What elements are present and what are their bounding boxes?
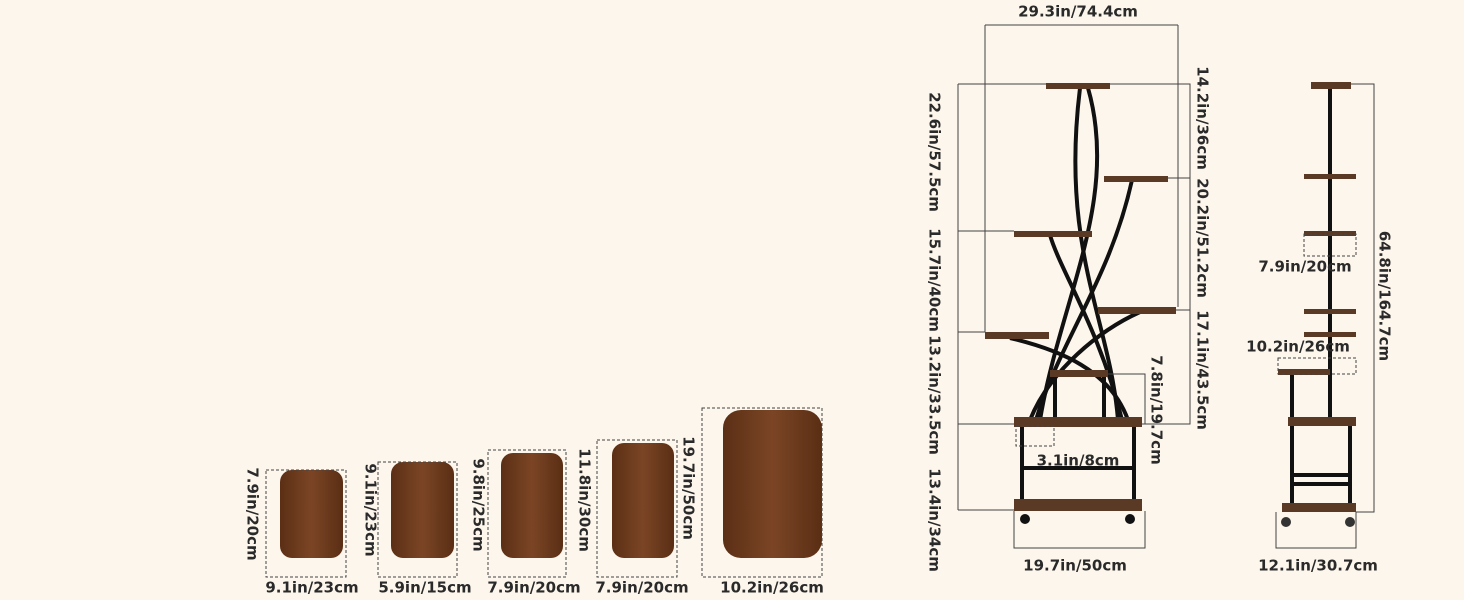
outline [391,462,454,558]
dimension-label: 22.6in/57.5cm [926,92,944,212]
outline [377,461,458,578]
shelf [1014,499,1142,511]
side-stand [1275,82,1375,549]
dimension-label: 19.7in/50cm [1023,557,1127,575]
wheel [1125,514,1135,524]
board-width: 5.9in/15cm [378,579,471,597]
dimension-label: 13.4in/34cm [926,468,944,572]
boards [265,407,823,578]
shelf [1014,417,1142,427]
outline [984,24,1179,332]
outline [1277,357,1357,375]
board-width: 7.9in/20cm [487,579,580,597]
outline [1048,234,1124,421]
outline [1020,426,1136,505]
outline [501,453,563,558]
dimension-label: 10.2in/26cm [1246,338,1350,356]
shelf [1014,231,1092,237]
shelf [1046,83,1110,89]
outline [1013,511,1146,549]
dimension-label: 13.2in/33.5cm [926,335,944,455]
wheel [1020,514,1030,524]
outline [487,449,567,578]
outline [1275,512,1357,549]
shelf [1304,332,1356,337]
outline [596,439,678,578]
dimension-label: 20.2in/51.2cm [1194,178,1212,298]
dimension-label: 17.1in/43.5cm [1194,310,1212,430]
dimension-label: 12.1in/30.7cm [1258,557,1378,575]
board-height: 9.1in/23cm [362,463,380,556]
wheel [1345,517,1355,527]
dimension-label: 3.1in/8cm [1037,452,1120,470]
dimension-label: 7.8in/19.7cm [1148,355,1166,464]
board-height: 7.9in/20cm [244,467,262,560]
outline [1009,336,1130,421]
outline [612,443,674,558]
wheel [1281,517,1291,527]
board-width: 9.1in/23cm [265,579,358,597]
shelf [1304,174,1356,179]
outline [265,469,347,578]
outline [701,407,823,578]
shelf [1104,176,1168,182]
outline [1351,83,1375,513]
board-width: 7.9in/20cm [595,579,688,597]
shelf [1304,309,1356,314]
shelf [1278,369,1330,375]
board-height: 9.8in/25cm [470,458,488,551]
dimension-label: 64.8in/164.7cm [1376,231,1394,361]
outline [1053,375,1106,420]
dimension-label: 15.7in/40cm [926,228,944,332]
outline [957,83,1046,511]
board-width: 10.2in/26cm [720,579,824,597]
outline [723,410,822,558]
outline [1303,233,1357,257]
outline [1028,310,1141,421]
board-height: 11.8in/30cm [576,448,594,552]
front-stand [957,24,1191,549]
shelf [985,332,1049,339]
shelf [1098,307,1176,314]
shelf [1311,82,1351,89]
outline [1108,373,1146,424]
shelf [1282,503,1356,512]
outline [280,470,343,558]
shelf [1288,417,1356,426]
board-height: 19.7in/50cm [680,436,698,540]
shelf [1050,370,1108,377]
outline [1015,425,1055,447]
dimension-label: 14.2in/36cm [1194,66,1212,170]
outline [1110,83,1191,425]
dimension-label: 29.3in/74.4cm [1018,3,1138,21]
outline [1290,372,1352,512]
dimension-label: 7.9in/20cm [1258,258,1351,276]
